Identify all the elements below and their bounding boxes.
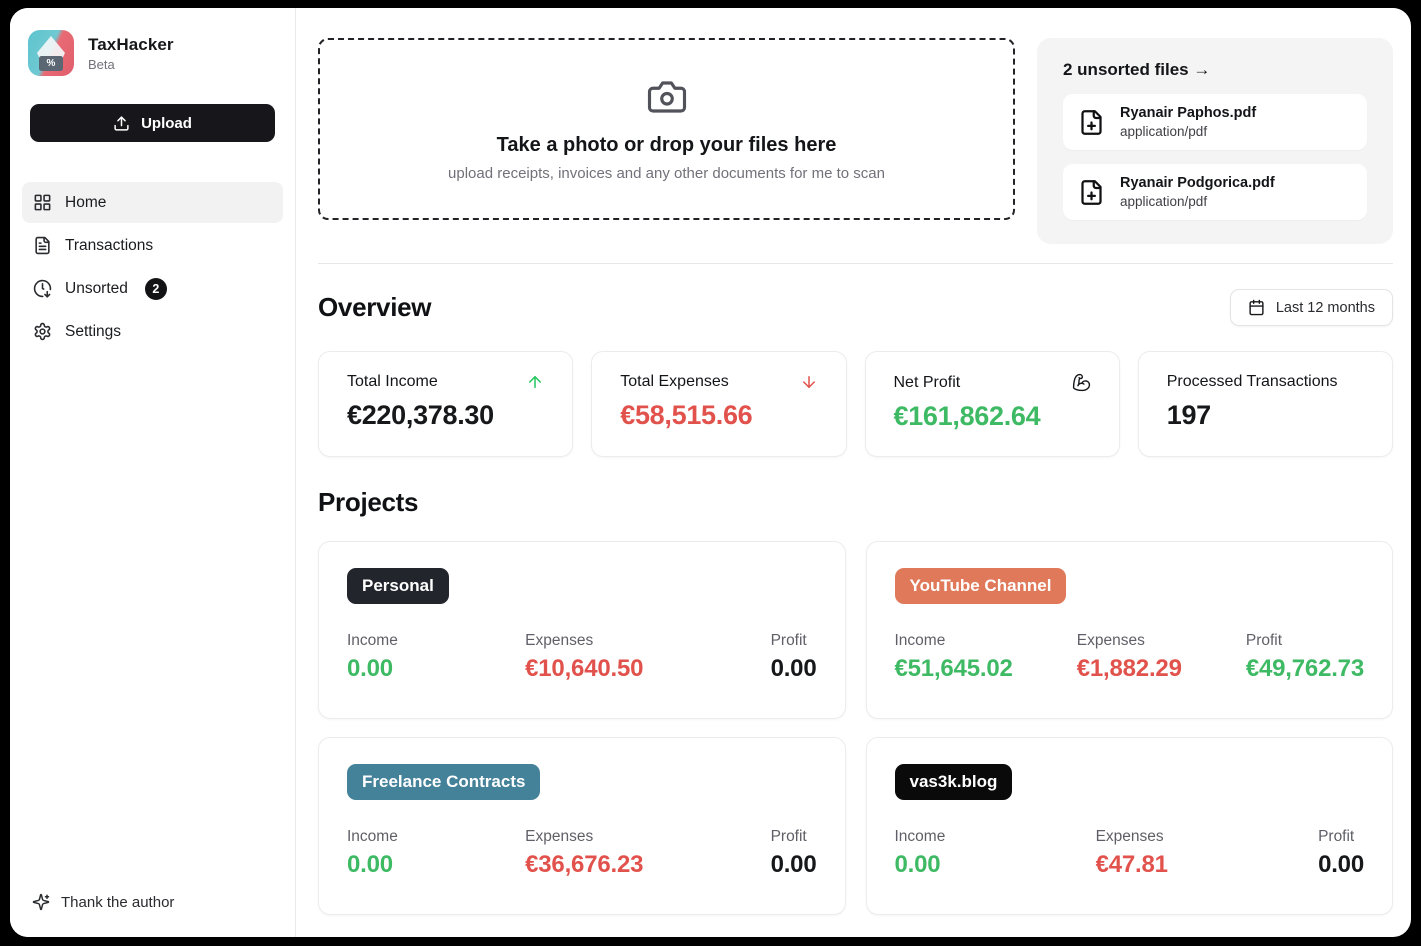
project-badge[interactable]: Freelance Contracts (347, 764, 541, 800)
file-type: application/pdf (1120, 194, 1208, 209)
dropzone-subtitle: upload receipts, invoices and any other … (448, 165, 885, 182)
thank-the-author-link[interactable]: Thank the author (22, 887, 283, 917)
income-value: €51,645.02 (894, 655, 1013, 682)
expenses-label: Expenses (525, 632, 594, 649)
stat-card-total-income: Total Income €220,378.30 (318, 351, 574, 457)
profit-label: Profit (770, 828, 807, 845)
logo-laptop-shape: % (39, 56, 63, 71)
stats-row: Total Income €220,378.30 Total Expenses … (318, 351, 1393, 457)
profit-label: Profit (1318, 828, 1355, 845)
sparkles-icon (32, 893, 50, 911)
project-card-personal: Personal Income 0.00 Expenses €10,640.50… (318, 541, 846, 719)
project-badge[interactable]: YouTube Channel (894, 568, 1067, 604)
calendar-icon (1248, 299, 1265, 316)
sidebar-item-transactions[interactable]: Transactions (22, 225, 283, 266)
file-name: Ryanair Paphos.pdf (1120, 105, 1257, 121)
stat-value: €220,378.30 (347, 400, 494, 430)
project-card-freelance-contracts: Freelance Contracts Income 0.00 Expenses… (318, 737, 846, 915)
project-card-vas3k-blog: vas3k.blog Income 0.00 Expenses €47.81 P… (865, 737, 1393, 915)
file-plus-icon (1078, 109, 1105, 136)
expenses-label: Expenses (525, 828, 594, 845)
stat-label: Total Expenses (620, 373, 729, 390)
income-value: 0.00 (347, 655, 393, 682)
profit-value: 0.00 (770, 655, 817, 682)
projects-grid: Personal Income 0.00 Expenses €10,640.50… (318, 541, 1393, 915)
unsorted-count-badge: 2 (144, 277, 167, 300)
project-card-youtube-channel: YouTube Channel Income €51,645.02 Expens… (865, 541, 1393, 719)
profit-value: 0.00 (770, 851, 817, 878)
sidebar-item-unsorted[interactable]: Unsorted 2 (22, 268, 283, 309)
file-text-icon (33, 236, 52, 255)
income-value: 0.00 (347, 851, 393, 878)
expenses-value: €36,676.23 (525, 851, 644, 878)
stat-card-net-profit: Net Profit €161,862.64 (864, 351, 1120, 457)
stat-value: 197 (1166, 400, 1211, 430)
brand: % TaxHacker Beta (22, 24, 283, 82)
income-value: 0.00 (894, 851, 941, 878)
profit-value: €49,762.73 (1245, 655, 1364, 682)
profit-label: Profit (1245, 632, 1283, 649)
expenses-label: Expenses (1095, 828, 1164, 845)
income-label: Income (347, 828, 398, 845)
sidebar: % TaxHacker Beta Upload Home (10, 8, 296, 937)
stat-card-total-expenses: Total Expenses €58,515.66 (591, 351, 847, 457)
app-window: % TaxHacker Beta Upload Home (10, 8, 1411, 937)
income-label: Income (894, 828, 946, 845)
sidebar-item-settings[interactable]: Settings (22, 311, 283, 352)
camera-icon (646, 76, 688, 118)
gear-icon (33, 322, 52, 341)
app-logo: % (28, 30, 74, 76)
project-badge[interactable]: Personal (347, 568, 449, 604)
section-divider (318, 263, 1393, 264)
file-type: application/pdf (1120, 124, 1208, 139)
dropzone-title: Take a photo or drop your files here (496, 134, 837, 156)
file-card[interactable]: Ryanair Podgorica.pdf application/pdf (1063, 164, 1367, 220)
profit-value: 0.00 (1318, 851, 1364, 878)
sidebar-item-home[interactable]: Home (22, 182, 283, 223)
upload-icon (113, 115, 130, 132)
expenses-label: Expenses (1076, 632, 1145, 649)
income-label: Income (347, 632, 398, 649)
stat-value: €161,862.64 (893, 401, 1041, 431)
arrow-down-icon (800, 373, 818, 391)
main-content: Take a photo or drop your files here upl… (296, 8, 1411, 937)
expenses-value: €47.81 (1095, 851, 1168, 878)
upload-button[interactable]: Upload (30, 104, 275, 142)
app-name: TaxHacker (88, 34, 174, 54)
expenses-value: €10,640.50 (525, 655, 644, 682)
arrow-up-icon (526, 373, 544, 391)
biceps-icon (1072, 373, 1091, 392)
stat-label: Net Profit (893, 373, 961, 391)
app-beta-label: Beta (88, 56, 115, 72)
file-name: Ryanair Podgorica.pdf (1120, 175, 1275, 191)
project-badge[interactable]: vas3k.blog (894, 764, 1013, 800)
stat-value: €58,515.66 (620, 400, 753, 430)
period-selector-button[interactable]: Last 12 months (1229, 289, 1393, 326)
file-dropzone[interactable]: Take a photo or drop your files here upl… (318, 38, 1015, 220)
sidebar-nav: Home Transactions Unsorted 2 Settings (22, 182, 283, 352)
layout-grid-icon (33, 193, 52, 212)
income-label: Income (894, 632, 946, 649)
stat-card-processed-transactions: Processed Transactions 197 (1137, 351, 1393, 457)
clock-arrow-icon (33, 279, 52, 298)
projects-title: Projects (318, 487, 419, 517)
profit-label: Profit (770, 632, 807, 649)
expenses-value: €1,882.29 (1076, 655, 1182, 682)
stat-label: Processed Transactions (1166, 373, 1338, 390)
overview-title: Overview (318, 292, 432, 322)
file-plus-icon (1078, 179, 1105, 206)
unsorted-files-link[interactable]: 2 unsorted files → (1063, 60, 1211, 79)
stat-label: Total Income (347, 373, 438, 390)
unsorted-files-panel: 2 unsorted files → Ryanair Paphos.pdf ap… (1037, 38, 1393, 244)
file-card[interactable]: Ryanair Paphos.pdf application/pdf (1063, 94, 1367, 150)
